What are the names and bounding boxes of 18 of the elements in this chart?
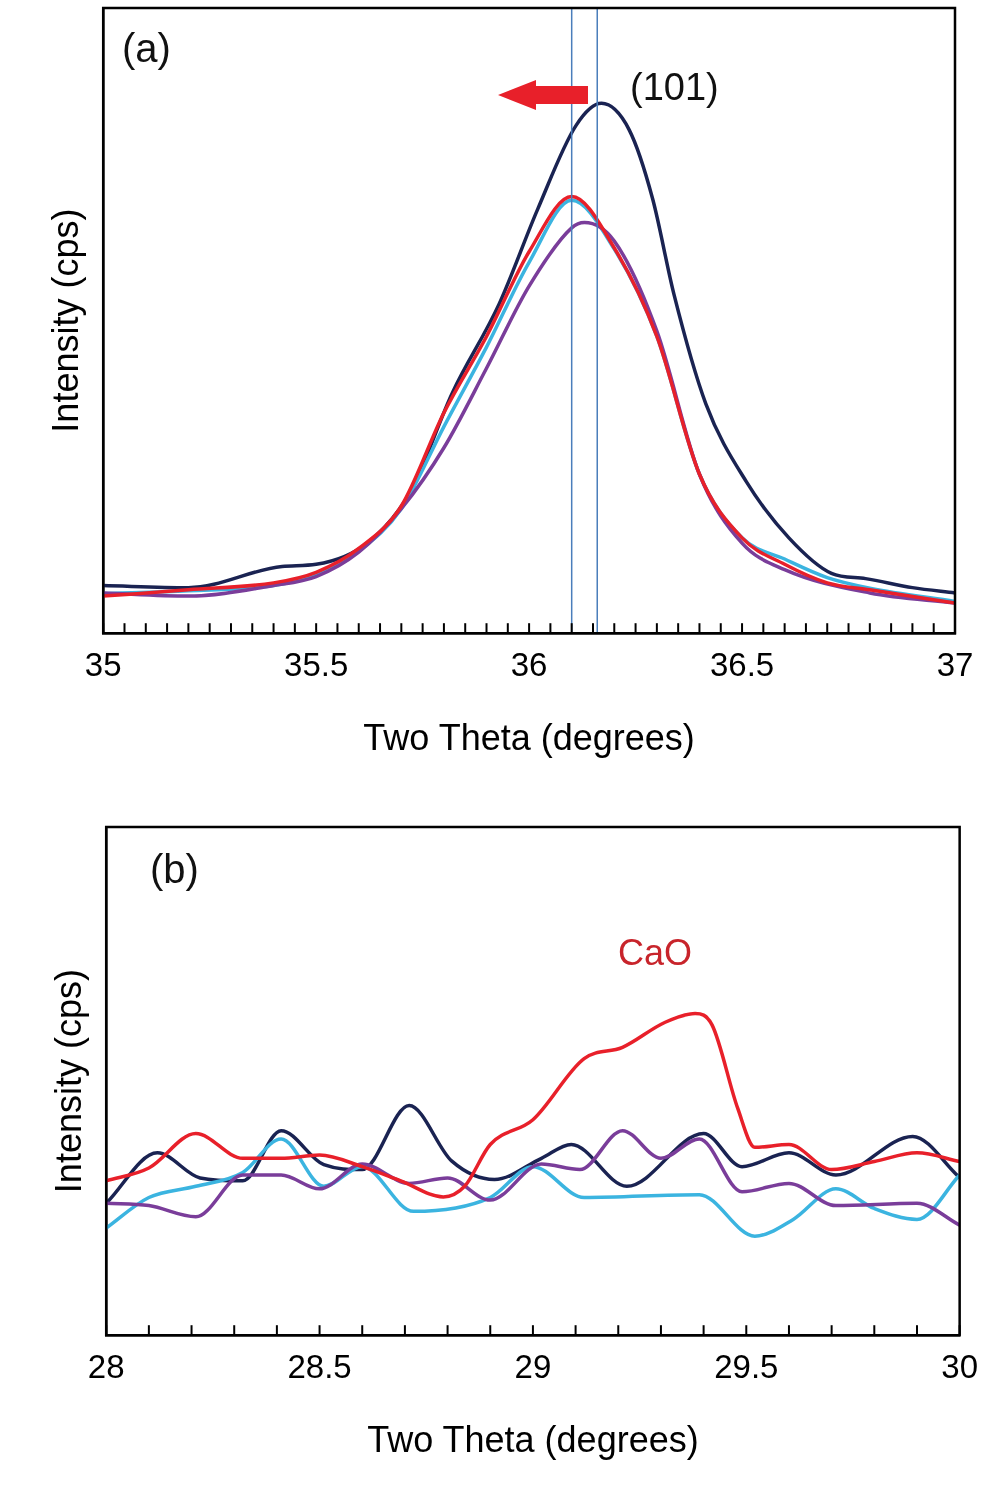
x-tick-label: 29.5 <box>714 1348 779 1386</box>
annotation: (101) <box>630 66 719 108</box>
x-tick-label: 36.5 <box>709 646 775 684</box>
x-tick-label: 36 <box>510 646 548 684</box>
text: (b) <box>150 847 199 891</box>
x-tick-label: 37 <box>936 646 974 684</box>
y-axis-title: Intensity (cps) <box>47 969 89 1194</box>
text: CaO <box>618 932 693 973</box>
x-tick-label: 29 <box>514 1348 552 1386</box>
x-axis-title: Two Theta (degrees) <box>363 717 695 759</box>
x-tick-label: 35.5 <box>284 646 349 684</box>
y-axis-title: Intensity (cps) <box>44 208 86 433</box>
text: (a) <box>122 26 171 70</box>
x-axis-title: Two Theta (degrees) <box>367 1419 699 1461</box>
x-tick-label: 30 <box>941 1348 979 1386</box>
x-tick-label: 28.5 <box>287 1348 352 1386</box>
x-tick-label: 35 <box>84 646 122 684</box>
x-tick-label: 28 <box>87 1348 125 1386</box>
